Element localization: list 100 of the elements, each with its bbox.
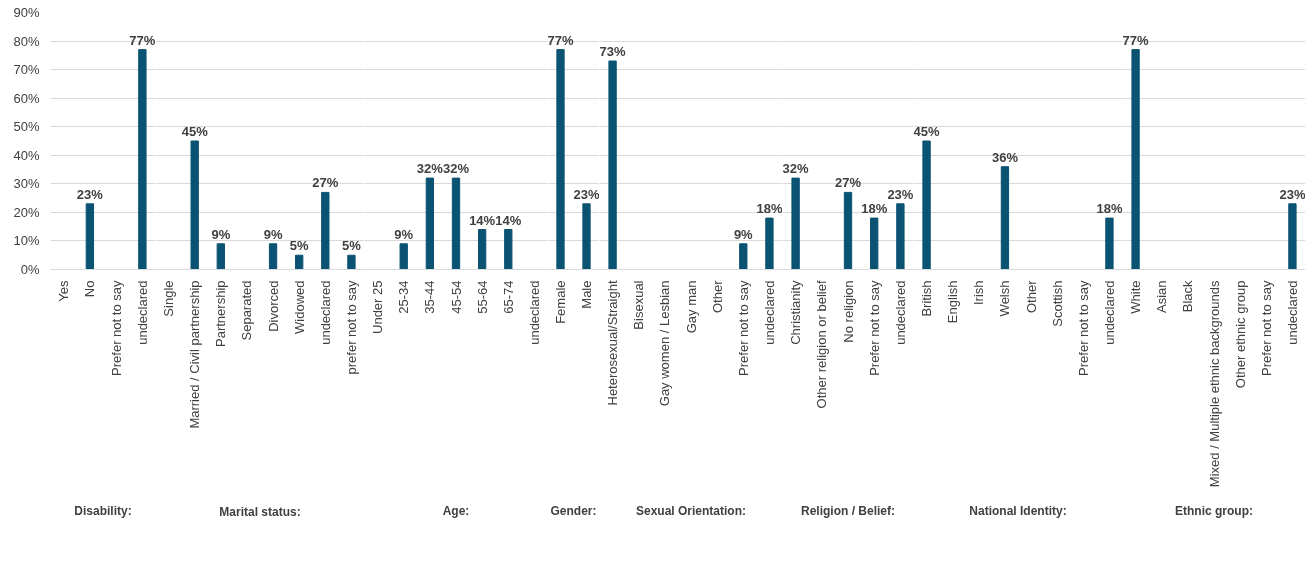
data-label: 23% [887, 186, 914, 202]
data-label: 45% [181, 124, 209, 139]
x-axis-title: Ethnic group: [1175, 504, 1254, 519]
x-tick-label: Scottish [1049, 280, 1065, 327]
x-tick-label: Gay women / Lesbian [657, 280, 673, 407]
y-tick-label: 70% [13, 62, 40, 78]
x-tick-label: Married / Civil partnership [187, 280, 203, 429]
x-axis-title: Marital status: [219, 504, 301, 519]
data-label: 77% [547, 32, 574, 48]
x-tick-label: Irish [971, 280, 987, 306]
bar [791, 177, 800, 270]
data-label: 9% [263, 226, 283, 242]
y-tick-label: 40% [13, 147, 40, 163]
bar [347, 254, 356, 270]
bar [268, 243, 278, 270]
data-label: 14% [495, 212, 522, 228]
x-tick-label: Other [709, 279, 725, 314]
data-label: 32% [416, 161, 444, 177]
y-tick-label: 80% [13, 33, 40, 49]
x-tick-label: No religion [840, 280, 856, 343]
x-tick-label: undeclared [1101, 280, 1117, 345]
x-tick-label: Other [1023, 279, 1039, 314]
data-label: 77% [1122, 32, 1150, 48]
x-tick-label: Divorced [265, 280, 281, 332]
bar [216, 243, 225, 270]
data-label: 27% [834, 175, 862, 191]
data-label: 23% [573, 186, 600, 202]
data-label: 23% [1279, 186, 1306, 202]
x-tick-label: Prefer not to say [1258, 280, 1274, 376]
y-tick-label: 90% [13, 5, 40, 20]
x-tick-label: 45-54 [448, 280, 464, 314]
x-tick-label: 55-64 [474, 280, 490, 314]
x-tick-label: undeclared [892, 280, 908, 345]
bar [896, 203, 905, 270]
data-label: 5% [289, 238, 310, 254]
bar [870, 217, 879, 270]
x-tick-label: Female [553, 280, 568, 324]
data-label: 36% [991, 149, 1019, 165]
x-tick-label: Single [161, 280, 177, 317]
y-tick-label: 50% [13, 119, 40, 135]
x-tick-label: Bisexual [631, 280, 647, 330]
x-tick-label: 25-34 [396, 280, 412, 314]
data-label: 18% [861, 201, 888, 217]
data-label: 9% [394, 226, 414, 242]
x-tick-label: Mixed / Multiple ethnic backgrounds [1206, 280, 1222, 488]
data-label: 32% [442, 161, 470, 177]
x-tick-label: undeclared [134, 280, 150, 345]
x-tick-label: Gay man [683, 280, 699, 334]
x-tick-label: undeclared [761, 280, 777, 345]
x-tick-label: Prefer not to say [1075, 280, 1091, 376]
data-label: 32% [782, 161, 810, 177]
x-tick-label: Christianity [788, 280, 804, 345]
x-tick-label: Prefer not to say [735, 280, 751, 376]
x-tick-label: Prefer not to say [866, 280, 882, 376]
data-label: 18% [756, 201, 783, 217]
x-tick-label: British [919, 280, 935, 317]
x-tick-label: Widowed [291, 280, 307, 334]
data-label: 45% [913, 124, 941, 139]
y-tick-label: 30% [13, 176, 40, 192]
x-axis-title: Religion / Belief: [801, 504, 896, 519]
x-tick-label: No [82, 280, 98, 298]
y-tick-label: 0% [20, 262, 40, 277]
x-axis-title: Sexual Orientation: [635, 504, 747, 519]
data-label: 18% [1096, 201, 1123, 217]
x-tick-label: Male [579, 280, 594, 309]
x-tick-label: undeclared [317, 280, 333, 345]
x-tick-label: Black [1180, 280, 1196, 313]
x-axis-title: Age: [442, 503, 470, 518]
x-axis-title: Disability: [74, 503, 132, 518]
data-label: 77% [129, 32, 156, 48]
x-axis-title: Gender: [550, 503, 597, 518]
x-tick-label: Welsh [997, 280, 1013, 317]
bar [295, 254, 304, 270]
data-label: 9% [733, 226, 754, 242]
x-tick-label: undeclared [1284, 280, 1300, 345]
x-axis-title: National Identity: [969, 503, 1067, 518]
x-tick-label: English [945, 280, 961, 324]
y-tick-label: 20% [13, 204, 40, 220]
x-tick-label: Separated [239, 280, 255, 341]
x-tick-label: Prefer not to say [108, 280, 124, 376]
x-tick-label: Partnership [213, 280, 229, 347]
y-tick-label: 60% [13, 90, 40, 106]
data-label: 5% [342, 238, 362, 254]
x-tick-label: 65-74 [500, 280, 516, 314]
x-tick-label: Other religion or belief [814, 280, 830, 409]
x-tick-label: Heterosexual/Straight [605, 280, 621, 406]
x-tick-label: Other ethnic group [1232, 280, 1248, 389]
data-label: 9% [211, 226, 231, 242]
bar [321, 191, 330, 270]
data-label: 14% [469, 212, 496, 228]
x-tick-label: 35-44 [422, 280, 438, 314]
data-label: 73% [599, 44, 627, 60]
y-tick-label: 10% [13, 233, 40, 249]
bar [190, 140, 199, 270]
data-label: 23% [76, 186, 104, 202]
x-tick-label: White [1128, 280, 1144, 314]
x-tick-label: undeclared [526, 280, 542, 345]
x-tick-label: prefer not to say [343, 280, 359, 375]
x-tick-label: Asian [1154, 280, 1170, 314]
x-tick-label: Under 25 [370, 280, 386, 334]
